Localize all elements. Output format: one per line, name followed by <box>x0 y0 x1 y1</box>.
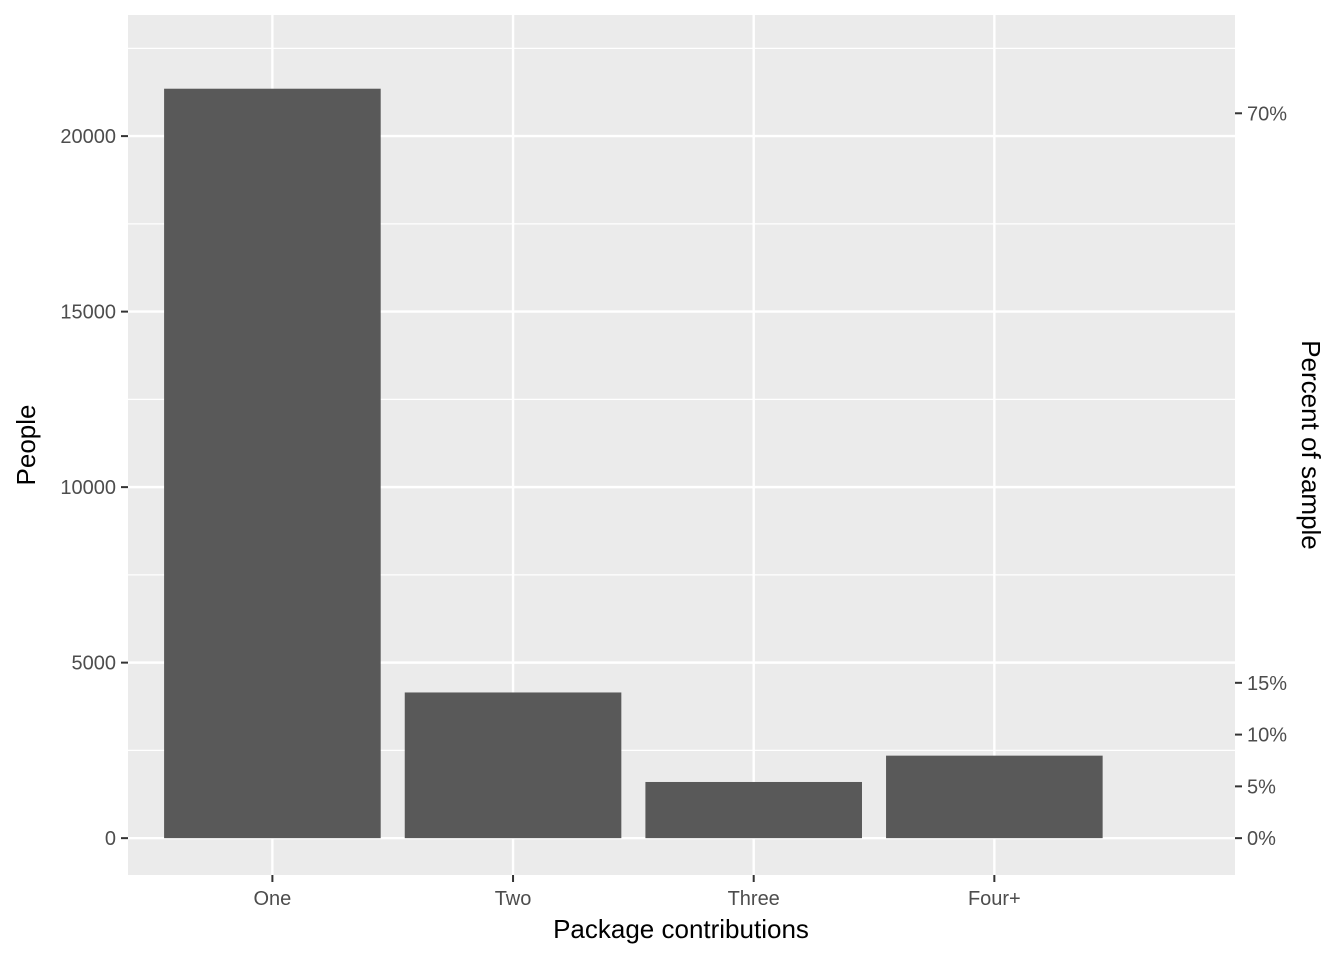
y-tick-label: 0 <box>105 828 116 850</box>
x-axis-title: Package contributions <box>553 914 809 944</box>
y-secondary-tick-label: 70% <box>1247 103 1287 125</box>
y-tick-label: 5000 <box>72 653 117 675</box>
x-tick-label: Two <box>495 888 532 910</box>
y-tick-label: 10000 <box>60 477 116 499</box>
bar-four <box>886 755 1103 839</box>
y-axis: 0 5000 10000 15000 20000 <box>60 126 128 850</box>
x-axis: One Two Three Four+ <box>253 875 1021 910</box>
y-axis-secondary: 0% 5% 10% 15% 70% <box>1235 103 1287 850</box>
y-secondary-tick-label: 10% <box>1247 725 1287 747</box>
y-axis-title: People <box>11 405 41 486</box>
x-tick-label: Four+ <box>968 888 1021 910</box>
x-tick-label: One <box>253 888 291 910</box>
x-tick-label: Three <box>728 888 780 910</box>
y-secondary-tick-label: 0% <box>1247 828 1276 850</box>
y-axis-secondary-title: Percent of sample <box>1296 340 1326 550</box>
bars <box>164 88 1103 839</box>
bar-two <box>404 692 622 839</box>
y-tick-label: 20000 <box>60 126 116 148</box>
bar-three <box>645 781 862 839</box>
y-secondary-tick-label: 15% <box>1247 673 1287 695</box>
y-tick-label: 15000 <box>60 302 116 324</box>
y-secondary-tick-label: 5% <box>1247 776 1276 798</box>
bar-one <box>164 88 381 839</box>
